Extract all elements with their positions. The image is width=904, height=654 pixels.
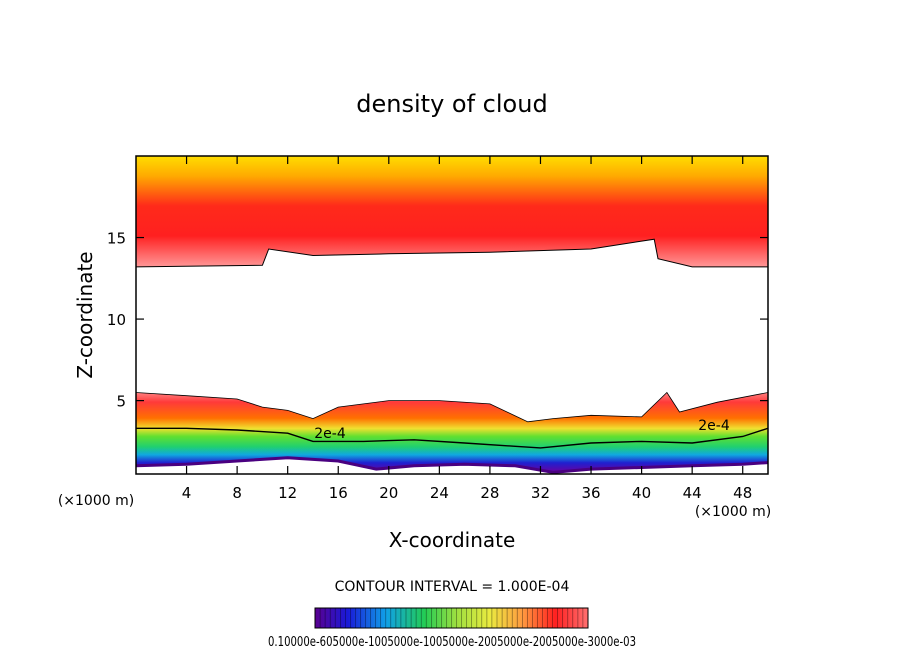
x-tick-label-9: 40 [632,484,651,502]
plot-area: 2e-4 2e-4 [135,155,769,475]
x-axis-ticks: 4 8 12 16 20 24 28 32 36 40 44 48 [182,156,752,502]
x-tick-label-3: 16 [329,484,348,502]
x-unit-label-right: (×1000 m) [695,504,771,520]
lower-cloud-boundary [136,391,768,423]
x-unit-label-left: (×1000 m) [58,493,134,509]
x-tick-label-10: 44 [683,484,702,502]
y-tick-label-2: 15 [107,230,126,248]
colorbar-lines [319,608,584,628]
x-tick-label-11: 48 [733,484,752,502]
cloud-base-boundary [136,456,768,474]
x-tick-label-8: 36 [581,484,600,502]
contour-label-right: 2e-4 [698,418,730,434]
contour-label-left: 2e-4 [314,426,346,442]
x-tick-label-0: 4 [182,484,192,502]
colorbar-labels: 0.10000e-605000e-1005000e-1005000e-20050… [268,635,636,650]
x-tick-label-1: 8 [232,484,242,502]
colorbar: 0.10000e-605000e-1005000e-1005000e-20050… [268,607,636,650]
chart-title: density of cloud [356,90,547,118]
y-tick-label-1: 10 [107,311,126,329]
x-tick-label-6: 28 [480,484,499,502]
x-tick-label-4: 20 [379,484,398,502]
upper-cloud-boundary [136,238,768,268]
y-axis-label: Z-coordinate [73,251,97,378]
x-tick-label-2: 12 [278,484,297,502]
upper-cloud-layer [136,156,768,267]
x-tick-label-5: 24 [430,484,449,502]
contour-interval-label: CONTOUR INTERVAL = 1.000E-04 [335,579,570,595]
x-axis-label: X-coordinate [389,528,516,552]
contour-2e-4 [136,427,768,449]
x-tick-label-7: 32 [531,484,550,502]
plot-frame [135,155,769,475]
y-axis-ticks: 5 10 15 [107,230,768,411]
y-tick-label-0: 5 [116,393,126,411]
